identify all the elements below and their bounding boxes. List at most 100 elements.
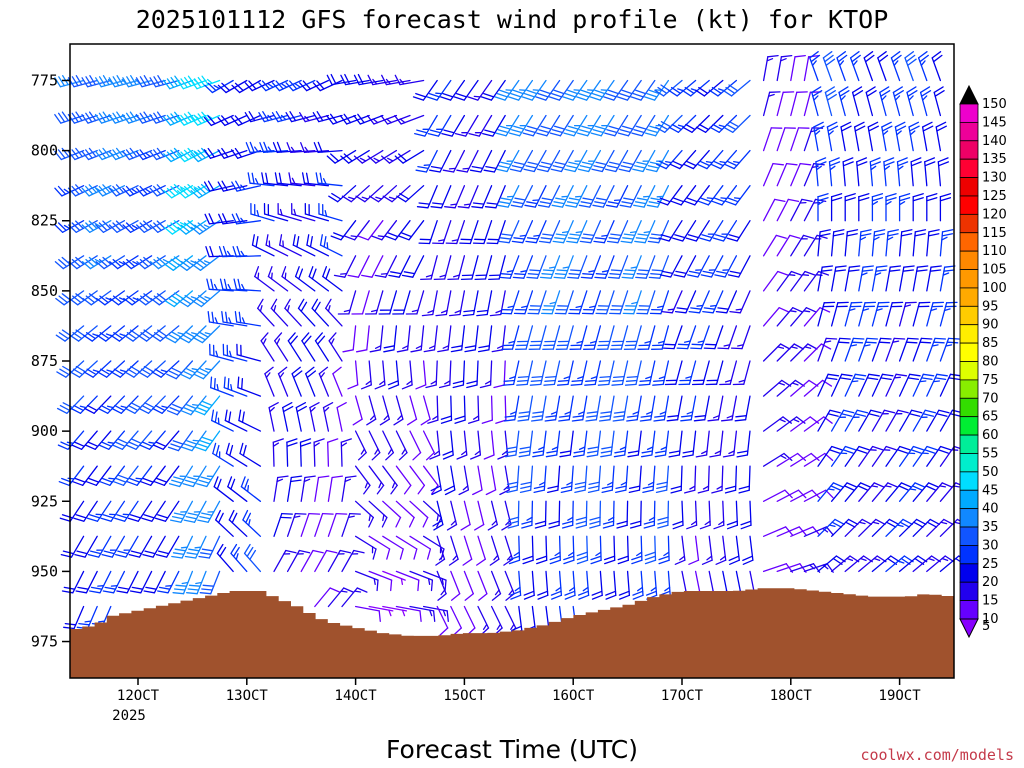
wind-barb xyxy=(353,113,384,125)
wind-barb xyxy=(898,337,919,362)
wind-barb xyxy=(912,265,929,292)
colorbar-box xyxy=(959,250,979,270)
wind-barb xyxy=(885,482,912,502)
wind-barb xyxy=(844,409,869,432)
wind-barb xyxy=(521,500,534,529)
wind-barb xyxy=(586,430,602,458)
wind-barb xyxy=(762,54,779,82)
wind-barb xyxy=(111,395,139,414)
wind-barb xyxy=(817,193,829,222)
wind-barb xyxy=(656,149,683,170)
wind-barb xyxy=(898,193,911,222)
wind-barb xyxy=(471,185,493,209)
wind-barb xyxy=(565,185,588,208)
wind-barb xyxy=(871,265,888,292)
x-tick-label: 19OCT xyxy=(879,688,922,704)
wind-barb xyxy=(503,535,514,566)
wind-barb xyxy=(462,535,473,566)
wind-barb xyxy=(382,465,398,495)
wind-barb xyxy=(54,255,85,270)
wind-barb xyxy=(536,149,561,173)
wind-barb xyxy=(680,395,697,422)
wind-barb xyxy=(137,360,166,378)
colorbar-label: 65 xyxy=(982,410,999,425)
wind-barb xyxy=(382,570,406,586)
wind-barb xyxy=(139,430,166,450)
wind-barb xyxy=(489,290,506,317)
wind-barb xyxy=(396,185,425,203)
wind-barb xyxy=(418,220,438,245)
wind-barb xyxy=(163,183,194,199)
wind-barb xyxy=(578,185,602,208)
wind-barb xyxy=(844,193,856,222)
wind-barb xyxy=(395,605,422,622)
wind-barb xyxy=(725,185,751,206)
wind-barb xyxy=(811,86,823,117)
wind-barb xyxy=(409,535,432,560)
wind-barb xyxy=(176,183,207,199)
wind-barb xyxy=(724,465,738,494)
wind-barb xyxy=(374,360,386,390)
wind-barb xyxy=(97,395,126,414)
wind-barb xyxy=(939,265,956,292)
wind-barb xyxy=(499,255,520,279)
wind-barb xyxy=(191,290,221,308)
wind-barb xyxy=(529,360,547,386)
wind-barb xyxy=(327,549,352,573)
wind-barb xyxy=(904,51,917,82)
wind-barb xyxy=(89,570,112,594)
wind-barb xyxy=(517,395,534,422)
wind-barb xyxy=(717,325,738,350)
wind-barb xyxy=(366,395,377,426)
wind-barb xyxy=(474,500,485,531)
wind-barb xyxy=(73,500,98,522)
wind-barb xyxy=(910,157,922,187)
wind-barb xyxy=(912,409,937,432)
wind-barb xyxy=(128,535,153,558)
y-tick-label: 850 xyxy=(31,282,58,300)
wind-barb xyxy=(379,395,390,426)
wind-barb xyxy=(790,489,821,502)
wind-barb xyxy=(340,73,370,86)
wind-barb xyxy=(696,149,724,170)
wind-barb xyxy=(715,535,727,565)
wind-barb xyxy=(684,465,697,494)
wind-barb xyxy=(183,500,207,523)
wind-barb xyxy=(203,114,234,127)
wind-barb xyxy=(538,220,561,244)
wind-barb xyxy=(368,465,385,495)
wind-barb xyxy=(171,535,194,559)
wind-barb xyxy=(853,121,866,152)
wind-barb xyxy=(668,430,683,458)
wind-barb xyxy=(603,535,616,565)
wind-barb xyxy=(666,395,683,422)
wind-barb xyxy=(688,535,700,565)
wind-barb xyxy=(535,79,561,101)
wind-barb xyxy=(374,255,398,278)
wind-barb xyxy=(240,476,262,502)
wind-barb xyxy=(392,290,411,315)
wind-barb xyxy=(514,325,534,350)
wind-barb xyxy=(543,360,561,386)
colorbar-label: 75 xyxy=(982,373,999,388)
wind-barb xyxy=(422,570,447,592)
wind-barb xyxy=(597,360,615,386)
wind-barb xyxy=(727,255,751,278)
wind-barb xyxy=(300,142,330,154)
wind-barb xyxy=(842,157,854,187)
wind-barb xyxy=(74,535,98,558)
wind-barb xyxy=(225,442,248,467)
wind-barb xyxy=(813,121,825,152)
wind-barb xyxy=(526,255,547,279)
wind-barb xyxy=(576,114,602,137)
wind-barb xyxy=(292,234,316,257)
wind-barb xyxy=(605,570,617,600)
wind-barb xyxy=(593,220,615,244)
wind-barb xyxy=(371,220,398,241)
wind-barb xyxy=(817,265,834,292)
wind-barb xyxy=(822,51,836,82)
wind-barb xyxy=(314,549,338,573)
wind-barb xyxy=(655,114,683,133)
colorbar-label: 70 xyxy=(982,391,999,406)
wind-barb xyxy=(299,79,330,92)
